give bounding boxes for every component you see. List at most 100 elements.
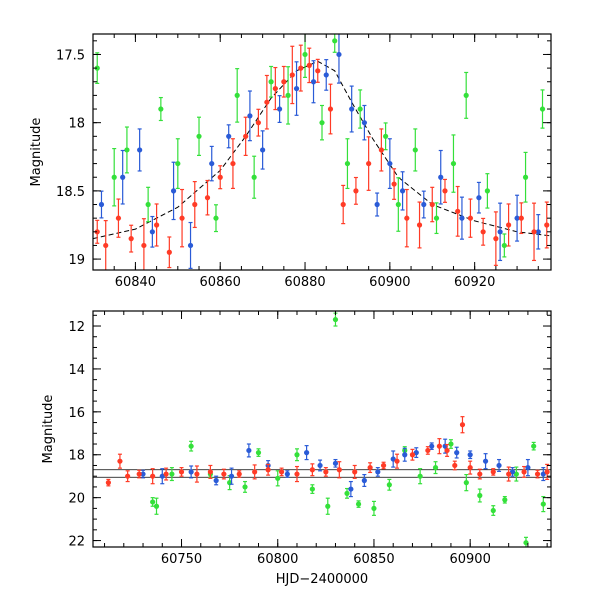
bottom-data-points — [105, 312, 550, 547]
data-point — [323, 469, 329, 475]
data-point — [247, 113, 253, 119]
data-point — [505, 222, 512, 228]
data-point — [490, 507, 496, 514]
bottom-y-tick-label: 22 — [68, 535, 85, 550]
data-point — [357, 106, 363, 112]
top-x-tick-label: 60840 — [115, 275, 156, 290]
data-point — [467, 465, 473, 471]
data-point — [150, 473, 156, 479]
data-point — [544, 222, 550, 228]
data-point — [496, 462, 502, 469]
data-point — [124, 147, 130, 153]
data-point — [323, 72, 329, 78]
data-point — [387, 160, 393, 167]
data-point — [163, 471, 169, 477]
data-point — [336, 467, 342, 473]
data-point — [386, 482, 392, 488]
data-point — [284, 471, 290, 477]
data-point — [413, 450, 419, 456]
data-point — [154, 222, 160, 228]
data-point — [531, 229, 537, 235]
data-point — [534, 471, 541, 477]
data-point — [375, 469, 381, 475]
data-point — [302, 51, 308, 58]
data-point — [523, 540, 529, 546]
top-panel: 60840 60860 60880 60900 60920 17.5 18 18.5 19 Ma… — [29, 33, 552, 290]
data-point — [276, 106, 283, 112]
data-point — [196, 133, 202, 139]
data-point — [281, 79, 287, 85]
data-point — [213, 477, 219, 484]
data-point — [477, 492, 483, 499]
data-point — [169, 471, 175, 477]
data-point — [230, 160, 236, 167]
data-point — [158, 106, 164, 112]
top-x-tick-label: 60860 — [200, 275, 241, 290]
data-point — [476, 195, 482, 201]
data-point — [137, 147, 143, 153]
data-point — [416, 222, 423, 228]
data-point — [209, 160, 215, 167]
data-point — [317, 462, 323, 469]
data-point — [455, 208, 461, 214]
data-point — [221, 471, 227, 477]
model-curve — [93, 60, 551, 240]
data-point — [166, 249, 172, 255]
top-y-tick-label: 18 — [68, 117, 85, 132]
data-point — [353, 188, 359, 194]
data-point — [217, 174, 223, 180]
data-point — [531, 443, 537, 449]
data-point — [366, 160, 372, 167]
data-point — [234, 92, 240, 98]
bottom-plot-frame — [92, 310, 552, 548]
data-point — [355, 501, 362, 507]
data-point — [340, 201, 346, 208]
data-point — [294, 452, 300, 458]
top-x-tick-label: 60900 — [369, 275, 410, 290]
data-point — [332, 38, 338, 44]
data-point — [103, 242, 109, 249]
top-y-tick-label: 17.5 — [56, 48, 85, 63]
data-point — [94, 229, 100, 235]
data-point — [395, 201, 401, 208]
data-point — [289, 72, 295, 78]
data-point — [509, 469, 516, 475]
data-point — [348, 486, 354, 492]
data-point — [463, 480, 469, 486]
data-point — [170, 188, 177, 194]
data-point — [111, 174, 117, 180]
data-point — [336, 51, 342, 58]
data-point — [518, 215, 524, 221]
data-point — [540, 471, 546, 477]
data-point — [178, 469, 185, 475]
data-point — [535, 229, 541, 235]
data-point — [367, 465, 373, 471]
top-x-tick-label: 60920 — [454, 275, 495, 290]
data-point — [141, 242, 147, 249]
data-point — [399, 188, 406, 194]
top-x-tick-label: 60880 — [284, 275, 325, 290]
data-point — [467, 215, 474, 221]
data-point — [194, 471, 200, 477]
data-point — [204, 195, 211, 201]
data-point — [425, 447, 431, 454]
data-point — [467, 452, 473, 458]
data-point — [490, 469, 496, 475]
top-y-tick-label: 18.5 — [56, 185, 85, 200]
data-point — [159, 473, 165, 479]
data-point — [374, 201, 380, 208]
data-point — [378, 147, 384, 153]
data-point — [213, 215, 219, 221]
data-point — [242, 484, 248, 490]
data-point — [522, 174, 529, 180]
bottom-y-axis-label: Magnitude — [41, 395, 56, 464]
data-point — [327, 106, 334, 112]
data-point — [252, 469, 258, 475]
data-point — [514, 215, 520, 221]
data-point — [332, 316, 339, 323]
data-point — [480, 229, 486, 235]
bottom-x-axis-label: HJD−2400000 — [276, 572, 368, 587]
data-point — [128, 236, 134, 242]
data-point — [136, 471, 142, 477]
